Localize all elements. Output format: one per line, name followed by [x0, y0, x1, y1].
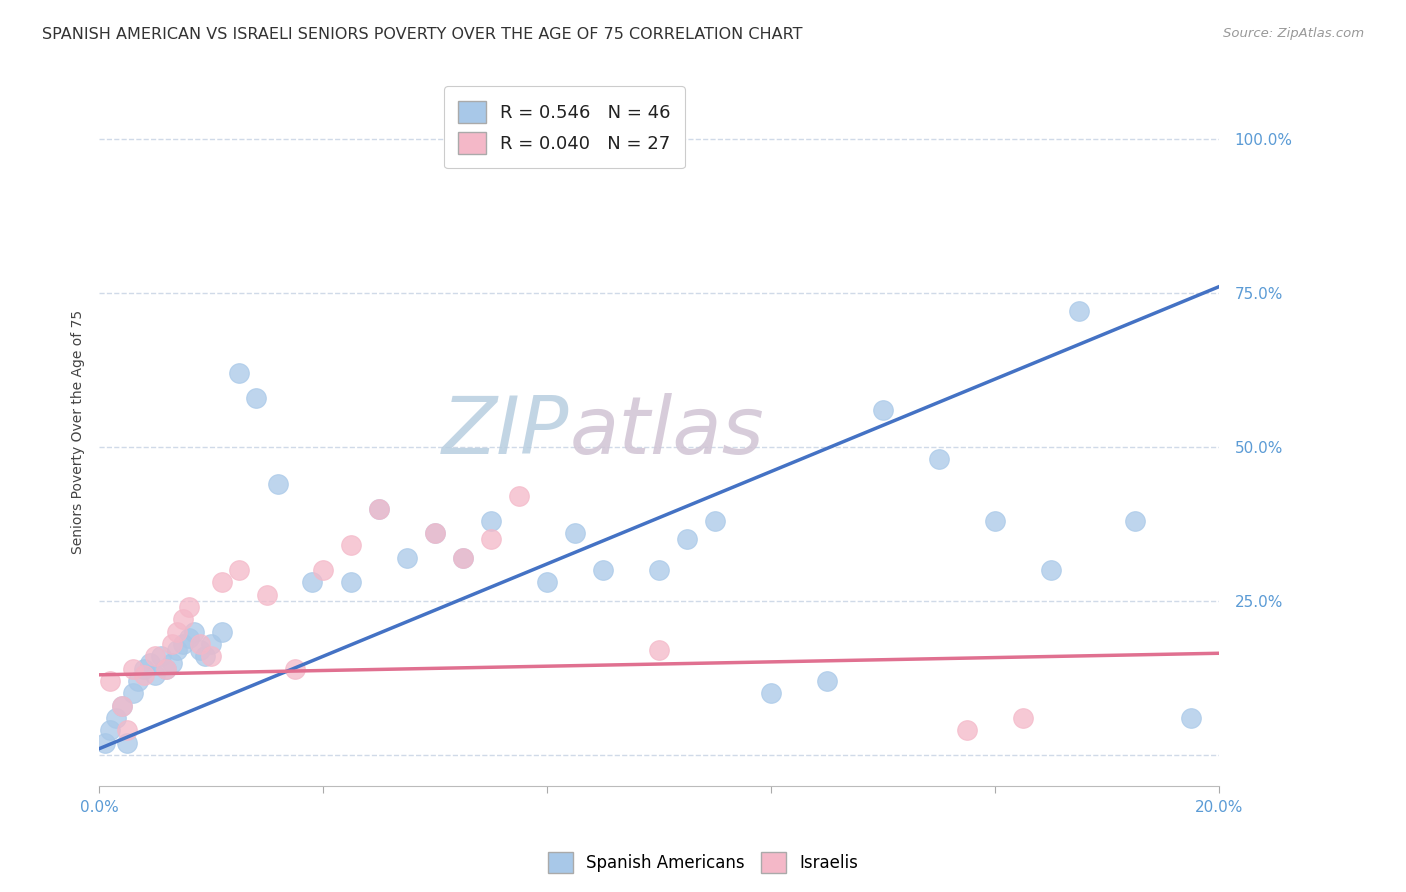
Point	[177, 600, 200, 615]
Point	[872, 403, 894, 417]
Point	[115, 735, 138, 749]
Point	[395, 550, 418, 565]
Point	[928, 452, 950, 467]
Point	[143, 649, 166, 664]
Point	[1123, 514, 1146, 528]
Point	[423, 526, 446, 541]
Point	[312, 563, 335, 577]
Text: SPANISH AMERICAN VS ISRAELI SENIORS POVERTY OVER THE AGE OF 75 CORRELATION CHART: SPANISH AMERICAN VS ISRAELI SENIORS POVE…	[42, 27, 803, 42]
Point	[104, 711, 127, 725]
Point	[815, 673, 838, 688]
Point	[703, 514, 725, 528]
Point	[200, 637, 222, 651]
Point	[177, 631, 200, 645]
Point	[160, 656, 183, 670]
Point	[188, 643, 211, 657]
Point	[284, 662, 307, 676]
Point	[648, 643, 671, 657]
Point	[115, 723, 138, 738]
Point	[160, 637, 183, 651]
Point	[138, 656, 160, 670]
Point	[301, 575, 323, 590]
Point	[143, 668, 166, 682]
Legend: R = 0.546   N = 46, R = 0.040   N = 27: R = 0.546 N = 46, R = 0.040 N = 27	[444, 87, 685, 169]
Point	[368, 501, 391, 516]
Point	[155, 662, 177, 676]
Point	[149, 649, 172, 664]
Point	[172, 612, 194, 626]
Point	[183, 624, 205, 639]
Point	[451, 550, 474, 565]
Point	[676, 533, 699, 547]
Point	[592, 563, 614, 577]
Point	[121, 662, 143, 676]
Point	[245, 391, 267, 405]
Point	[110, 698, 132, 713]
Point	[188, 637, 211, 651]
Point	[228, 563, 250, 577]
Point	[93, 735, 115, 749]
Point	[1067, 304, 1090, 318]
Legend: Spanish Americans, Israelis: Spanish Americans, Israelis	[541, 846, 865, 880]
Point	[211, 575, 233, 590]
Point	[536, 575, 558, 590]
Point	[121, 686, 143, 700]
Y-axis label: Seniors Poverty Over the Age of 75: Seniors Poverty Over the Age of 75	[72, 310, 86, 554]
Point	[1011, 711, 1033, 725]
Point	[368, 501, 391, 516]
Point	[340, 539, 363, 553]
Point	[267, 476, 290, 491]
Text: atlas: atlas	[569, 392, 763, 471]
Point	[166, 624, 188, 639]
Point	[648, 563, 671, 577]
Point	[564, 526, 586, 541]
Point	[172, 637, 194, 651]
Point	[423, 526, 446, 541]
Point	[132, 668, 155, 682]
Point	[1180, 711, 1202, 725]
Point	[983, 514, 1005, 528]
Point	[127, 673, 149, 688]
Point	[479, 533, 502, 547]
Point	[155, 662, 177, 676]
Point	[956, 723, 979, 738]
Text: ZIP: ZIP	[441, 392, 569, 471]
Point	[228, 366, 250, 380]
Point	[1039, 563, 1062, 577]
Point	[98, 673, 121, 688]
Point	[759, 686, 782, 700]
Point	[340, 575, 363, 590]
Point	[200, 649, 222, 664]
Point	[194, 649, 217, 664]
Point	[166, 643, 188, 657]
Point	[211, 624, 233, 639]
Point	[451, 550, 474, 565]
Point	[479, 514, 502, 528]
Point	[98, 723, 121, 738]
Point	[110, 698, 132, 713]
Point	[508, 489, 530, 503]
Point	[256, 588, 278, 602]
Text: Source: ZipAtlas.com: Source: ZipAtlas.com	[1223, 27, 1364, 40]
Point	[132, 662, 155, 676]
